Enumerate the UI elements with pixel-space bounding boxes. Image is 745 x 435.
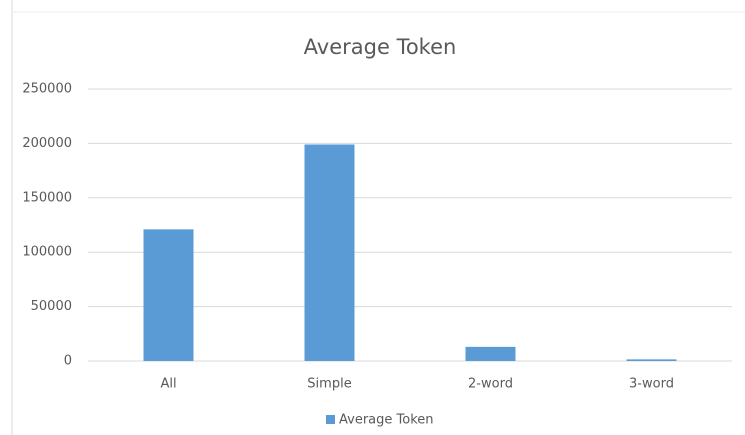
- x-tick-label: All: [160, 377, 176, 392]
- bar: [626, 359, 677, 361]
- legend-swatch: [326, 415, 335, 424]
- bar: [143, 229, 194, 361]
- y-tick-label: 100000: [22, 245, 72, 260]
- y-tick-label: 50000: [31, 299, 72, 314]
- x-tick-label: 3-word: [629, 377, 674, 392]
- x-tick-label: Simple: [307, 377, 351, 392]
- x-tick-label: 2-word: [468, 377, 513, 392]
- chart-title: Average Token: [304, 35, 457, 59]
- y-tick-label: 250000: [22, 82, 72, 97]
- y-tick-label: 150000: [22, 190, 72, 205]
- bar: [304, 144, 355, 361]
- y-tick-label: 0: [64, 354, 72, 369]
- bar: [465, 346, 516, 361]
- legend-label: Average Token: [339, 413, 434, 428]
- y-tick-label: 200000: [22, 136, 72, 151]
